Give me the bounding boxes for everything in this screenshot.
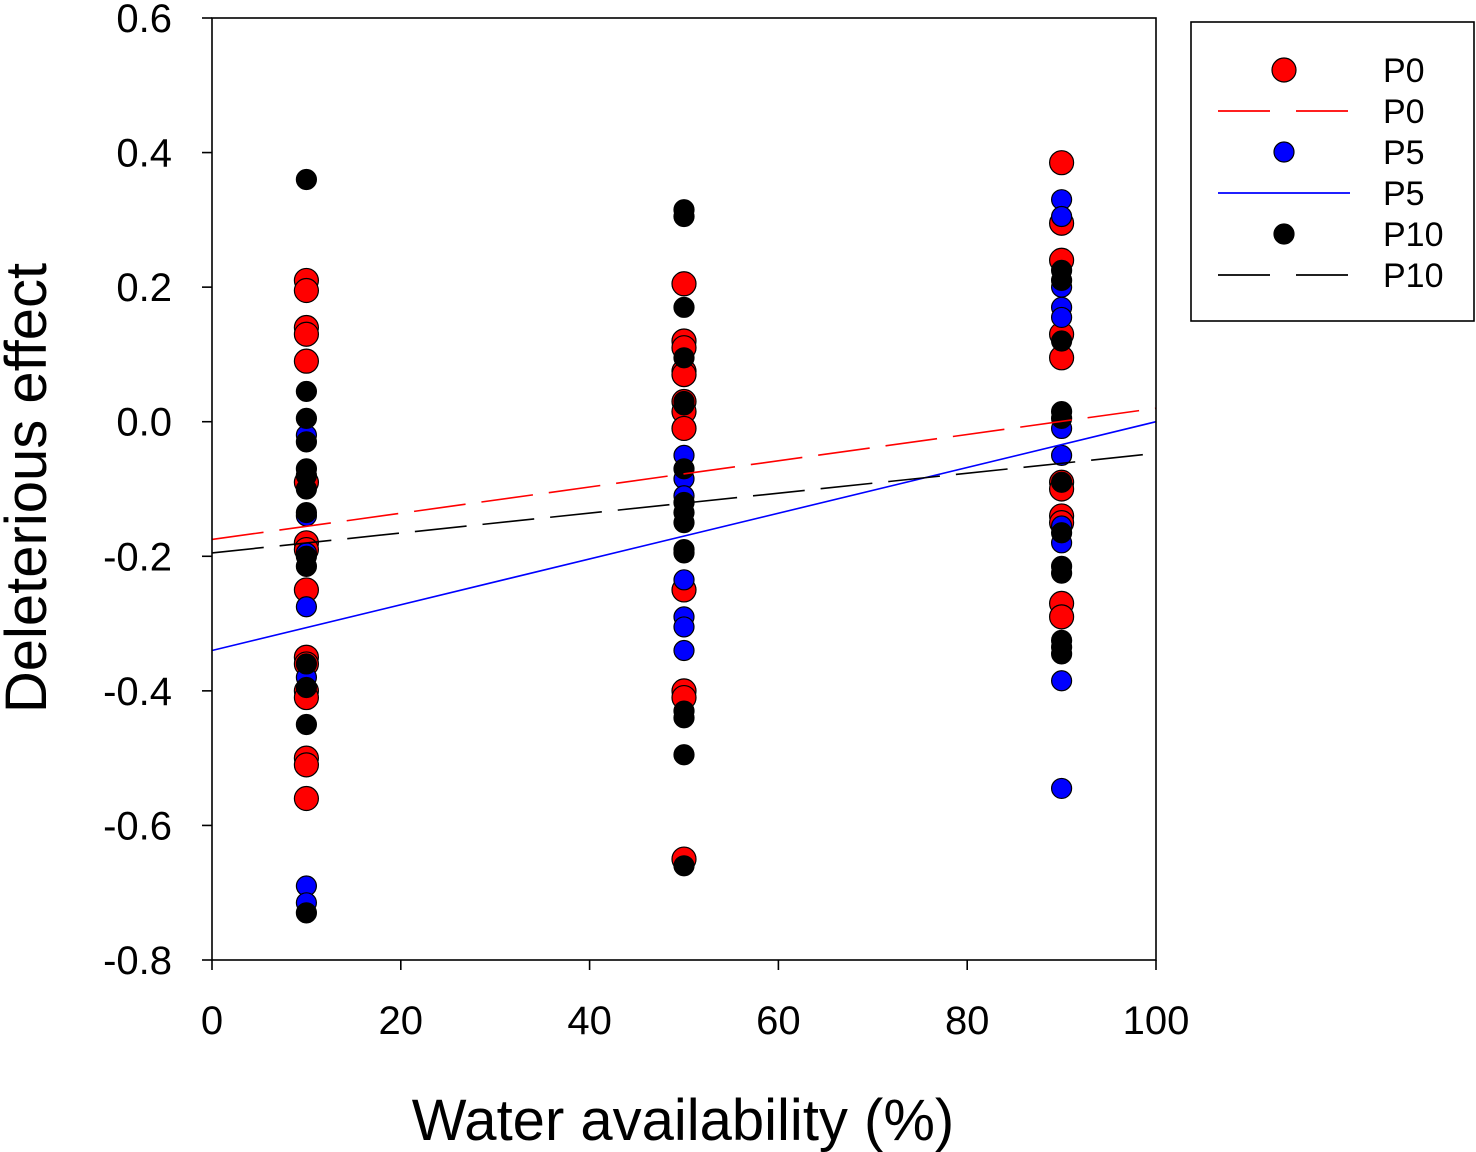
data-point-p5	[1050, 306, 1073, 329]
legend-label-p0: P0	[1383, 52, 1425, 90]
data-point-p5	[295, 596, 317, 618]
x-tick-label: 80	[945, 999, 990, 1043]
legend-label-p5: P5	[1383, 134, 1425, 172]
regression-line-p10	[211, 452, 1157, 554]
data-point-p10	[295, 478, 317, 500]
data-point-p10	[673, 542, 695, 564]
x-tick-label: 100	[1123, 999, 1190, 1043]
data-point-p10	[295, 168, 317, 191]
data-point-p10	[673, 394, 695, 416]
legend-label-p5: P5	[1383, 175, 1425, 213]
y-tick-label: 0.0	[116, 401, 172, 445]
data-point-p10	[295, 653, 317, 675]
data-point-p0	[293, 752, 319, 778]
data-point-p10	[295, 902, 317, 924]
data-point-p10	[673, 296, 695, 318]
data-point-p5	[1050, 670, 1073, 692]
x-tick-label: 60	[756, 999, 801, 1043]
data-point-p10	[295, 713, 317, 736]
data-point-p10	[673, 855, 695, 877]
x-tick-label: 0	[201, 999, 223, 1043]
series-layer	[211, 150, 1157, 924]
x-tick-label: 20	[379, 999, 424, 1043]
data-point-p10	[673, 707, 695, 729]
data-point-p10	[1050, 471, 1073, 493]
y-tick-label: -0.2	[103, 535, 172, 579]
data-point-p10	[673, 512, 695, 534]
legend-marker-p5	[1273, 141, 1295, 163]
regression-line-p5	[211, 420, 1157, 652]
plot-frame	[211, 17, 1157, 961]
legend-box	[1190, 21, 1475, 322]
data-point-p10	[673, 205, 695, 228]
y-tick-label: -0.4	[103, 670, 172, 714]
data-point-p5	[1050, 777, 1073, 800]
data-point-p10	[295, 380, 317, 403]
y-tick-label: -0.6	[103, 804, 172, 848]
series-p10-points	[295, 168, 1073, 924]
data-point-p10	[295, 431, 317, 453]
y-tick-label: -0.8	[103, 939, 172, 983]
data-point-p10	[295, 555, 317, 577]
x-tick-label: 40	[567, 999, 612, 1043]
data-point-p10	[295, 501, 317, 524]
data-point-p10	[295, 676, 317, 699]
legend-marker-p0	[1271, 57, 1297, 83]
data-point-p0	[1048, 604, 1075, 630]
data-point-p5	[673, 616, 695, 638]
data-point-p0	[293, 321, 319, 347]
data-point-p0	[293, 277, 319, 304]
legend-label-p10: P10	[1383, 216, 1444, 254]
data-point-p10	[1050, 330, 1073, 352]
data-point-p5	[1050, 205, 1073, 228]
data-point-p5	[673, 569, 695, 591]
legend-label-p0: P0	[1383, 93, 1425, 131]
legend-marker-p10	[1273, 223, 1295, 245]
data-point-p10	[1050, 269, 1073, 292]
data-point-p0	[671, 415, 697, 442]
axes-layer: 0 20 40 60 80 100 -0.8 -0.6 -0.4 -0.2 0.0 0.2 0.4 0.6	[103, 0, 1189, 1043]
data-point-p10	[673, 347, 695, 369]
data-point-p10	[1050, 562, 1073, 584]
data-point-p10	[1050, 522, 1073, 544]
data-point-p10	[673, 744, 695, 766]
y-tick-label: 0.2	[116, 266, 172, 310]
data-point-p0	[293, 348, 319, 374]
data-point-p10	[1050, 407, 1073, 429]
regression-line-p0	[211, 407, 1157, 541]
data-point-p5	[673, 639, 695, 662]
data-point-p0	[1048, 150, 1075, 176]
data-point-p0	[293, 785, 319, 812]
y-axis-title: Deleterious effect	[0, 263, 59, 713]
data-point-p10	[1050, 643, 1073, 665]
data-point-p0	[671, 271, 697, 297]
data-point-p10	[673, 458, 695, 480]
y-tick-label: 0.4	[116, 132, 172, 176]
legend-label-p10: P10	[1383, 257, 1444, 295]
y-tick-label: 0.6	[116, 0, 172, 41]
x-axis-title: Water availability (%)	[412, 1088, 955, 1152]
data-point-p10	[295, 407, 317, 429]
